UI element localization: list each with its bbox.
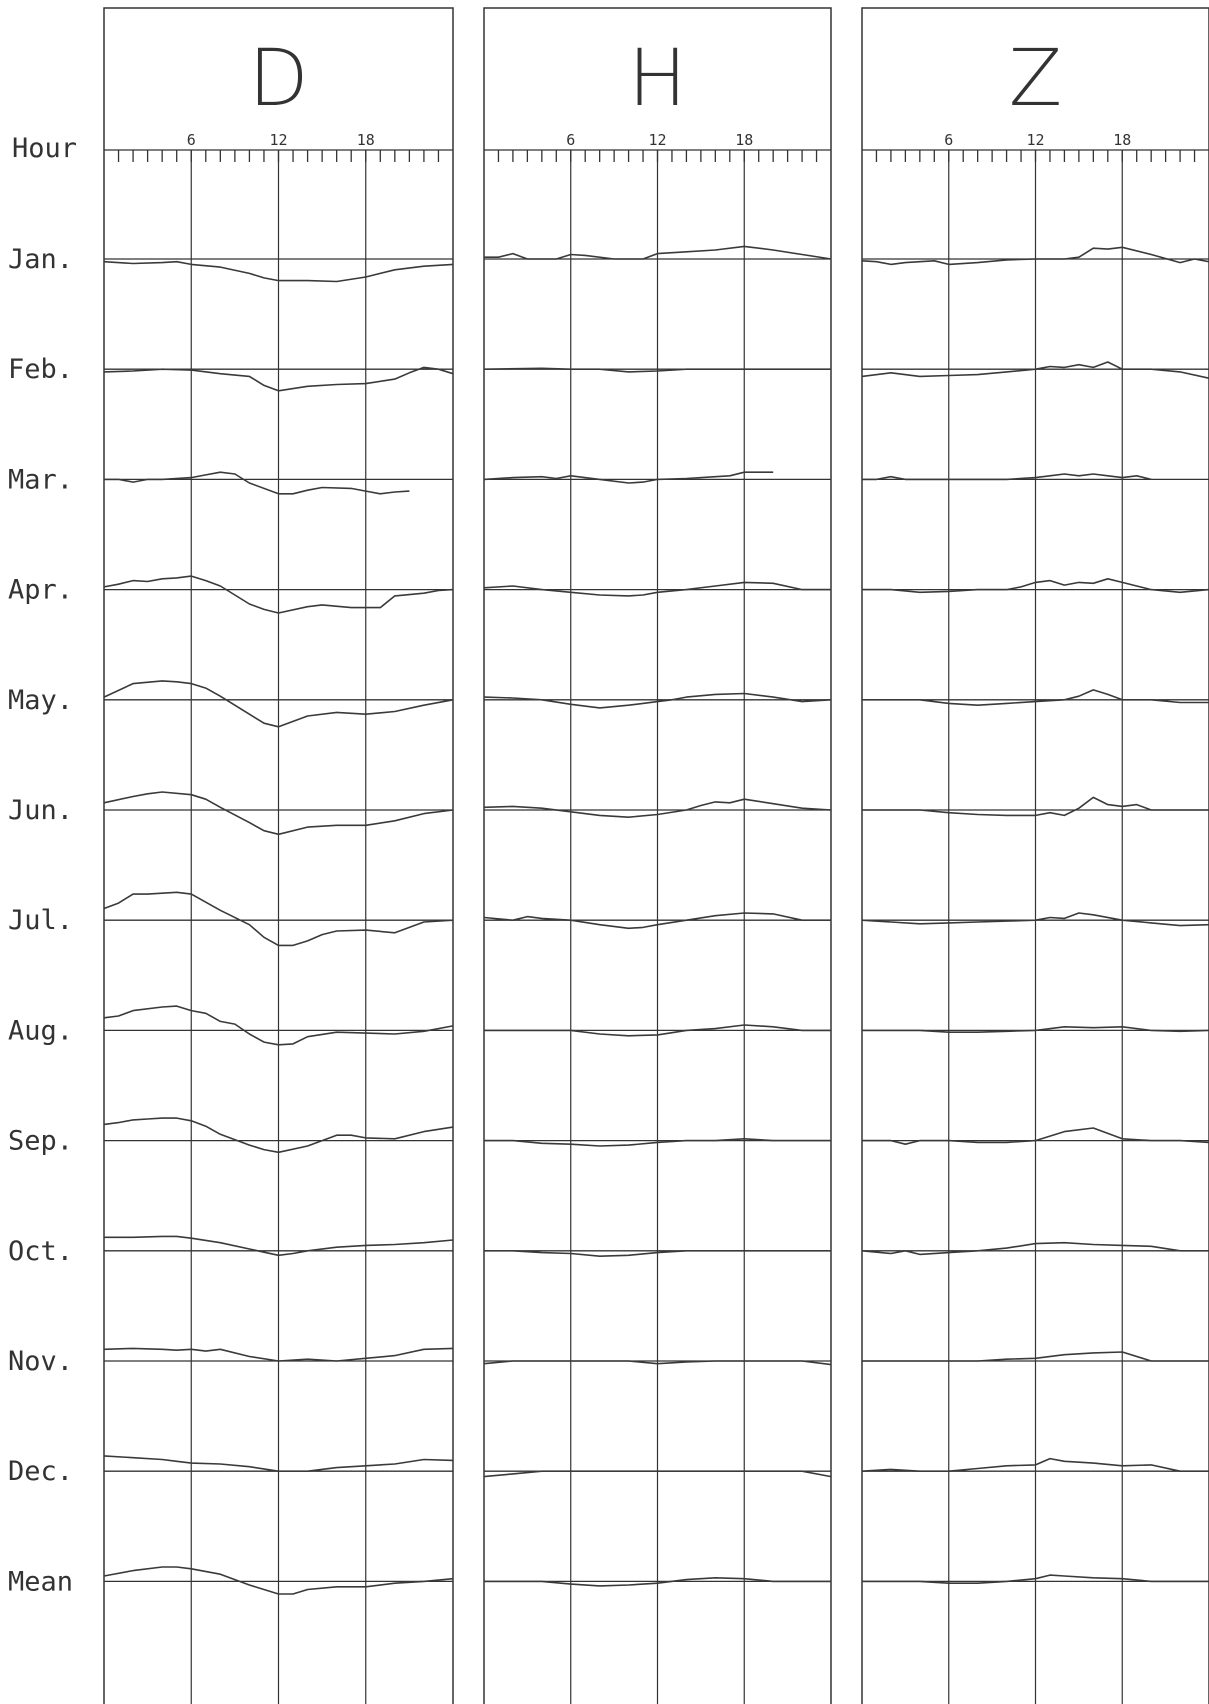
trace-z-11 (861, 1457, 1209, 1472)
trace-z-7 (862, 1026, 1209, 1033)
trace-h-9 (484, 1250, 831, 1257)
hour-tick-label: 6 (566, 131, 575, 149)
panel-title-h: H (628, 34, 687, 124)
trace-z-8 (862, 1127, 1209, 1145)
trace-d-0 (103, 260, 454, 283)
row-label: Aug. (8, 1015, 73, 1046)
trace-d-1 (103, 366, 454, 392)
row-label: Feb. (8, 354, 73, 385)
hour-tick-label: 18 (357, 131, 375, 149)
trace-h-1 (483, 367, 831, 373)
trace-z-6 (861, 912, 1209, 927)
trace-z-4 (862, 689, 1209, 706)
trace-d-5 (103, 791, 454, 836)
hour-tick-label: 18 (1113, 131, 1131, 149)
row-label: Nov. (8, 1346, 73, 1377)
row-label: Mar. (8, 464, 73, 495)
trace-z-1 (861, 361, 1209, 379)
trace-z-5 (862, 796, 1209, 817)
trace-z-3 (862, 578, 1209, 594)
row-label: Jul. (8, 905, 73, 936)
hour-tick-label: 12 (648, 131, 666, 149)
trace-z-2 (862, 473, 1152, 481)
trace-d-4 (103, 680, 454, 728)
trace-h-10 (483, 1360, 832, 1366)
trace-h-11 (483, 1470, 832, 1478)
trace-d-10 (103, 1347, 454, 1362)
panel-title-z: Z (1009, 34, 1062, 124)
trace-d-3 (103, 575, 454, 614)
panel-frame-d (103, 7, 454, 1704)
trace-z-9 (861, 1241, 1209, 1256)
trace-d-12 (103, 1566, 454, 1595)
row-label: May. (8, 685, 73, 716)
trace-d-9 (104, 1235, 454, 1257)
panel-frame-z (861, 7, 1209, 1704)
hour-label: Hour (12, 133, 77, 164)
trace-h-2 (483, 471, 774, 484)
trace-z-0 (861, 246, 1209, 266)
row-label: Dec. (8, 1456, 73, 1487)
row-label: Jan. (8, 244, 73, 275)
panel-title-d: D (248, 34, 308, 124)
hour-tick-label: 12 (269, 131, 287, 149)
panel-frame-h (483, 7, 832, 1704)
hour-tick-label: 18 (735, 131, 753, 149)
row-label: Apr. (8, 575, 73, 606)
trace-h-3 (483, 581, 831, 597)
trace-h-7 (484, 1024, 831, 1037)
trace-h-12 (484, 1577, 831, 1587)
trace-z-12 (862, 1574, 1209, 1584)
trace-h-8 (484, 1138, 831, 1147)
trace-d-7 (103, 1005, 454, 1046)
row-label: Mean (8, 1566, 73, 1597)
trace-h-5 (483, 798, 832, 818)
trace-d-2 (104, 471, 410, 495)
trace-d-8 (103, 1117, 454, 1154)
row-label: Jun. (8, 795, 73, 826)
trace-d-6 (103, 891, 454, 947)
row-label: Sep. (8, 1126, 73, 1157)
hour-tick-label: 6 (187, 131, 196, 149)
trace-z-10 (862, 1351, 1209, 1362)
hour-tick-label: 6 (944, 131, 953, 149)
row-label: Oct. (8, 1236, 73, 1267)
trace-h-4 (483, 692, 832, 709)
trace-h-0 (484, 245, 832, 260)
trace-d-11 (103, 1455, 454, 1472)
trace-h-6 (483, 912, 831, 930)
hour-tick-label: 12 (1026, 131, 1044, 149)
